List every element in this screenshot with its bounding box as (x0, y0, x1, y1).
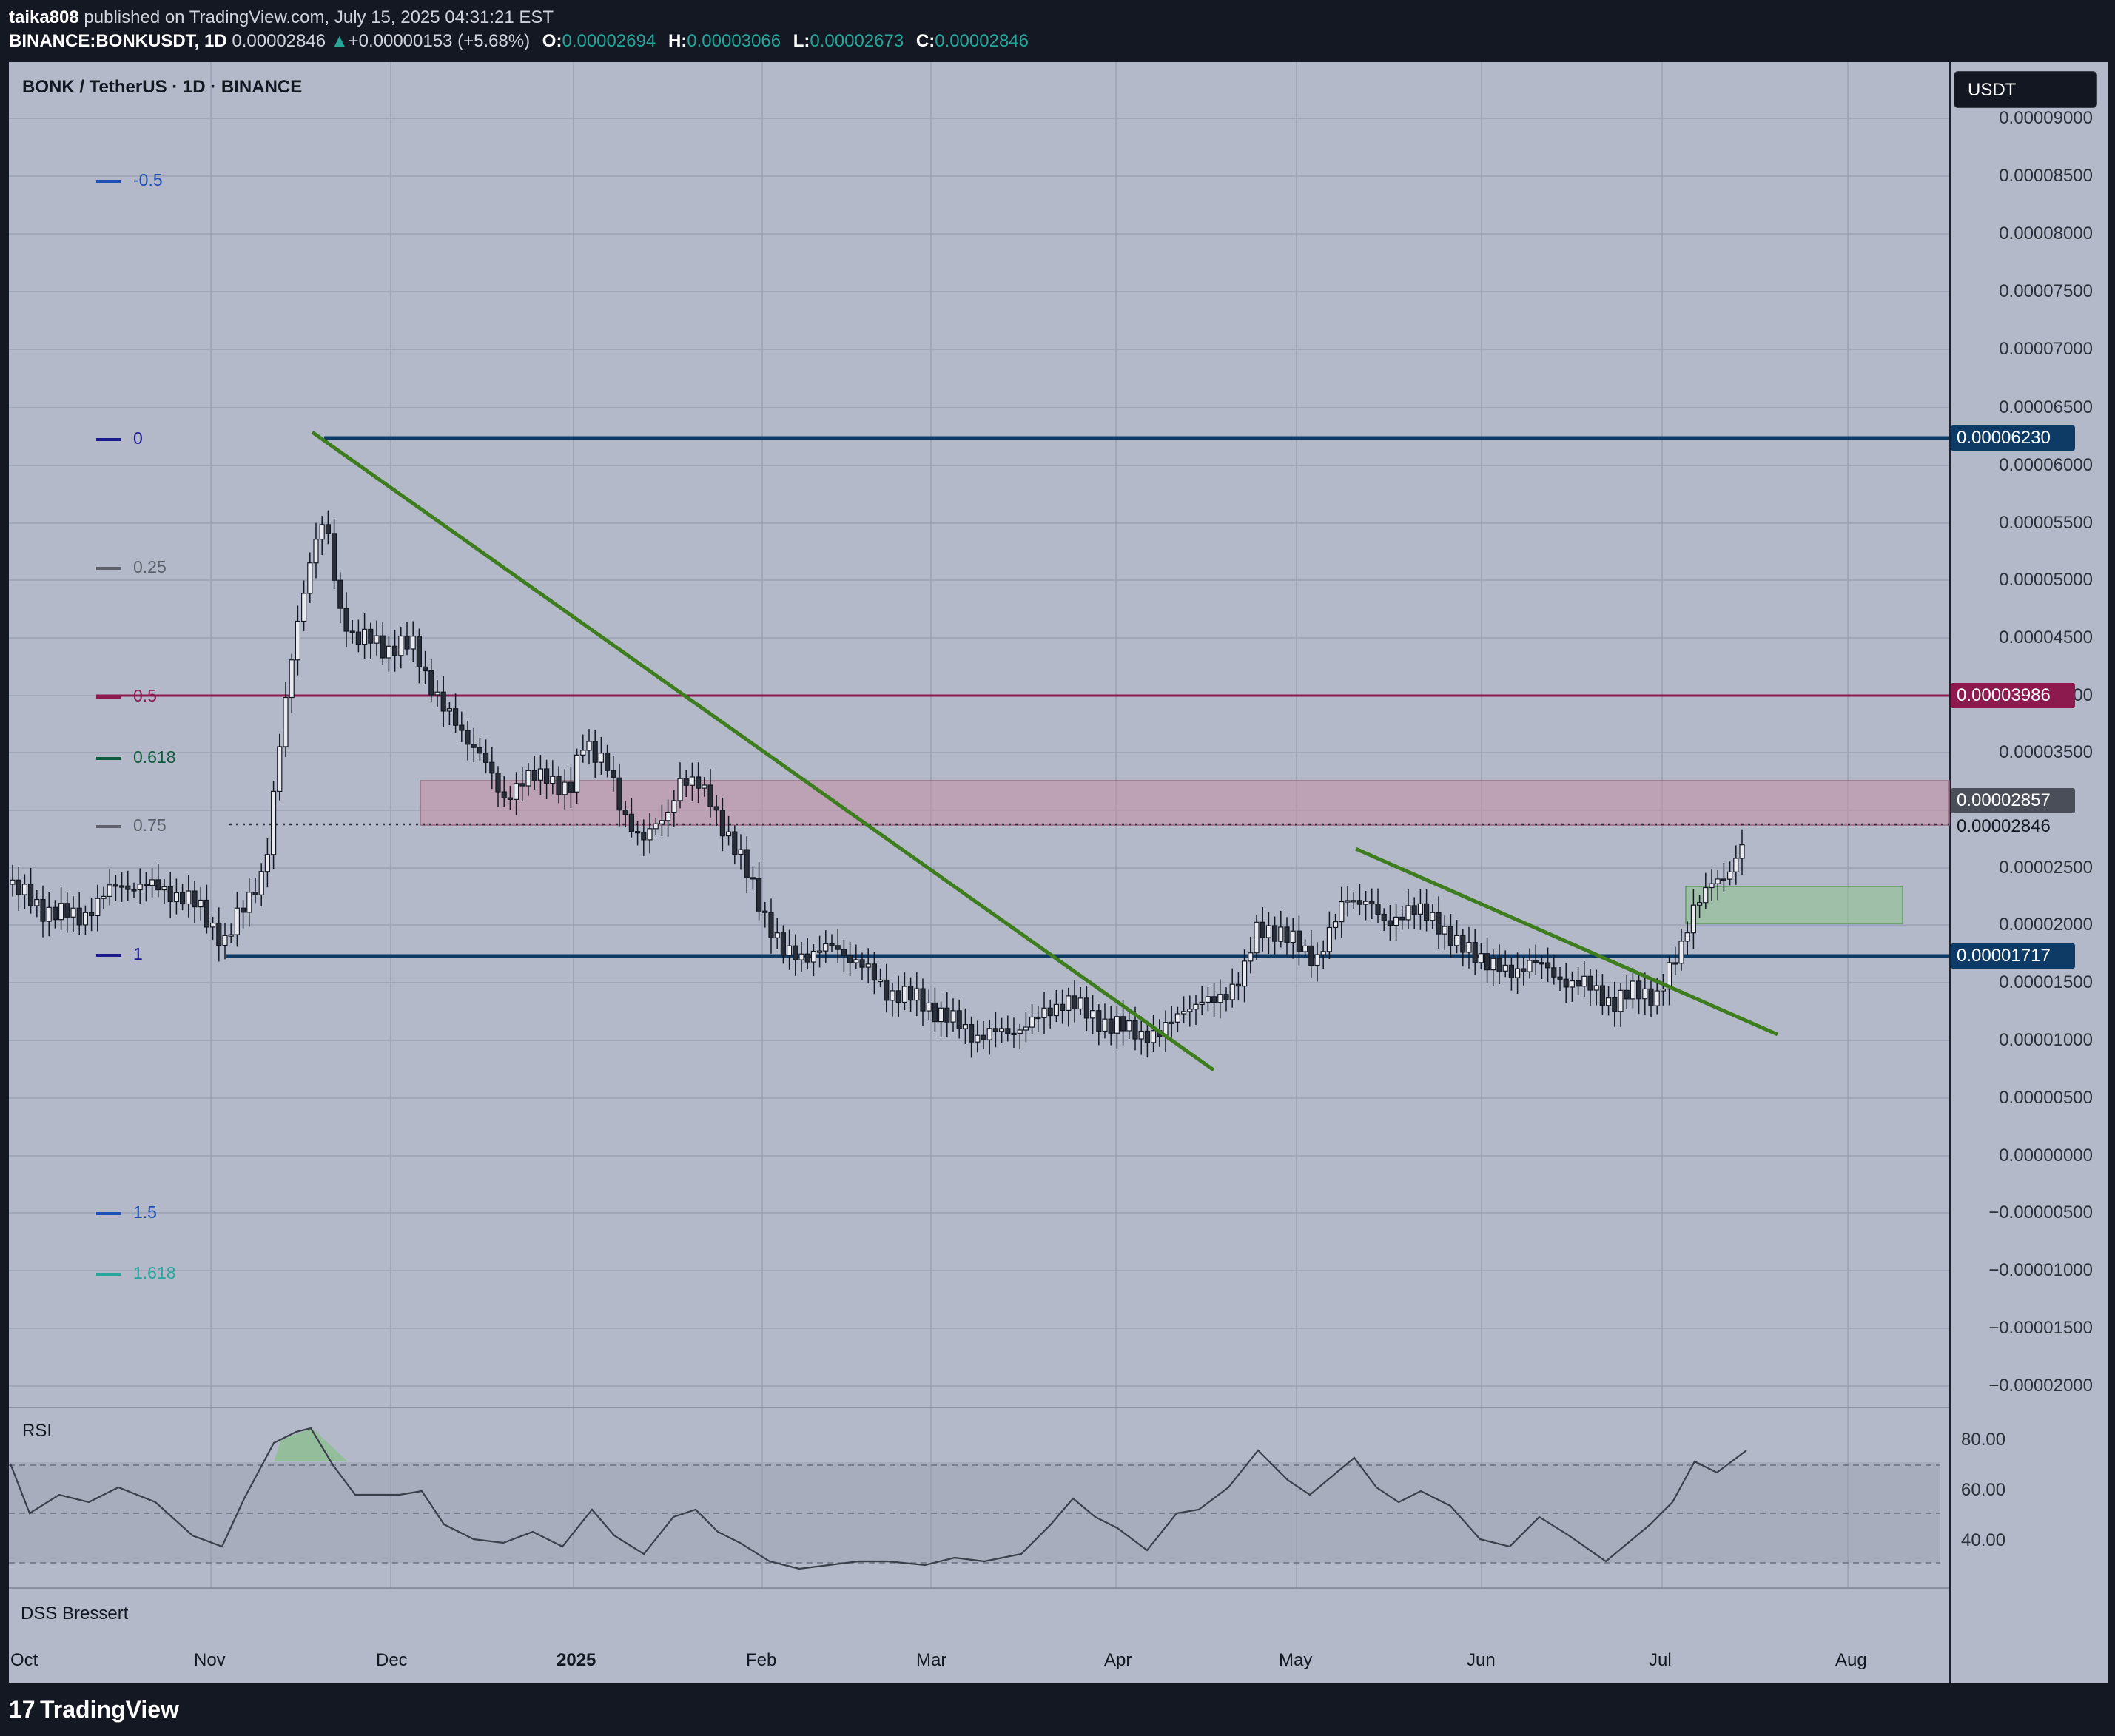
open-label: O: (542, 31, 562, 51)
fib-level-label: 0.25 (96, 557, 167, 577)
fib-level-label: 0.5 (96, 686, 157, 706)
tradingview-logo-icon: 17 (9, 1696, 36, 1723)
price-tick: 0.00006500 (1999, 397, 2093, 417)
price-tick: 0.00005500 (1999, 513, 2093, 533)
high-value: 0.00003066 (687, 31, 781, 51)
fib-swatch (96, 179, 121, 183)
close-label: C: (915, 31, 935, 51)
time-tick: Apr (1104, 1650, 1132, 1670)
fib-value: 0.75 (133, 815, 167, 835)
publish-info: taika808 published on TradingView.com, J… (9, 7, 554, 28)
symbol-name[interactable]: BINANCE:BONKUSDT, 1D (9, 31, 227, 51)
change-arrow-icon: ▲ (330, 31, 349, 51)
fib-level-label: 0.618 (96, 747, 176, 767)
price-tick: 0.00004500 (1999, 628, 2093, 647)
fib-value: 1 (133, 944, 143, 963)
price-tick: 0.00000000 (1999, 1145, 2093, 1165)
time-tick: Feb (746, 1650, 777, 1670)
price-label-top-line: 0.00006230 (1951, 425, 2075, 451)
price-tick: 0.00001500 (1999, 972, 2093, 992)
fib-value: 1.618 (133, 1263, 176, 1282)
price-tick: −0.00000500 (1988, 1202, 2093, 1222)
low-label: L: (793, 31, 810, 51)
price-label-bottom-line: 0.00001717 (1951, 943, 2075, 969)
price-tick: 0.00007500 (1999, 281, 2093, 301)
fib-level-label: 1 (96, 944, 143, 964)
price-tick: −0.00001500 (1988, 1318, 2093, 1338)
fib-value: 0.618 (133, 747, 176, 767)
open-value: 0.00002694 (562, 31, 656, 51)
time-tick: Aug (1835, 1650, 1867, 1670)
last-price: 0.00002846 (232, 31, 326, 51)
chart-symbol-title: BONK / TetherUS · 1D · BINANCE (22, 77, 303, 97)
close-value: 0.00002846 (935, 31, 1029, 51)
fib-value: 0.5 (133, 686, 157, 705)
time-tick: Nov (194, 1650, 226, 1670)
brand-name: TradingView (40, 1696, 179, 1723)
fib-level-label: -0.5 (96, 170, 163, 190)
fib-value: 0.25 (133, 557, 167, 576)
level-lines (9, 436, 1949, 1564)
fib-value: -0.5 (133, 170, 163, 189)
time-tick: May (1279, 1650, 1313, 1670)
rsi-tick-60: 60.00 (1961, 1480, 2006, 1500)
fib-swatch (96, 824, 121, 828)
fib-swatch (96, 437, 121, 441)
rsi-title: RSI (22, 1421, 53, 1441)
price-tick: 0.00001000 (1999, 1030, 2093, 1050)
price-tick: 0.00008000 (1999, 223, 2093, 243)
price-tick: 0.00000500 (1999, 1088, 2093, 1108)
symbol-info-bar: BINANCE:BONKUSDT, 1D 0.00002846 ▲+0.0000… (9, 31, 1029, 52)
publish-date: published on TradingView.com, July 15, 2… (78, 7, 554, 27)
rsi-tick-40: 40.00 (1961, 1530, 2006, 1550)
fib-swatch (96, 756, 121, 760)
price-tick: 0.00003500 (1999, 742, 2093, 762)
chart-pane[interactable] (9, 62, 1949, 1683)
price-label-fib-05: 0.00003986 (1951, 683, 2075, 708)
fib-level-label: 1.618 (96, 1263, 176, 1283)
author-name[interactable]: taika808 (9, 7, 79, 27)
fib-level-label: 0.75 (96, 815, 167, 835)
fib-level-label: 1.5 (96, 1202, 157, 1222)
low-value: 0.00002673 (810, 31, 904, 51)
price-tick: 0.00005000 (1999, 570, 2093, 590)
fib-value: 0 (133, 428, 143, 448)
price-axis[interactable] (1949, 62, 2108, 1683)
time-tick: Mar (916, 1650, 947, 1670)
price-label-zone-top: 0.00002857 (1951, 788, 2075, 813)
time-tick: Jun (1467, 1650, 1496, 1670)
time-tick: 2025 (557, 1650, 596, 1670)
price-tick: 0.00006000 (1999, 455, 2093, 475)
rsi-tick-80: 80.00 (1961, 1430, 2006, 1450)
trendlines (311, 430, 1779, 1072)
fib-swatch (96, 1272, 121, 1276)
rsi-plot (9, 1427, 1747, 1570)
price-tick: −0.00001000 (1988, 1260, 2093, 1280)
price-tick: 0.00007000 (1999, 339, 2093, 359)
price-tick: 0.00002000 (1999, 915, 2093, 935)
price-tick: 0.00008500 (1999, 166, 2093, 186)
currency-button[interactable]: USDT (1954, 71, 2097, 108)
price-tick: −0.00002000 (1988, 1376, 2093, 1396)
fib-swatch (96, 1211, 121, 1215)
fib-value: 1.5 (133, 1202, 157, 1222)
price-tick: 0.00002500 (1999, 858, 2093, 878)
zones (9, 780, 1950, 1563)
price-change: +0.00000153 (+5.68%) (348, 31, 531, 51)
fib-swatch (96, 953, 121, 957)
time-tick: Dec (376, 1650, 408, 1670)
dss-title: DSS Bressert (21, 1604, 129, 1624)
time-tick: Oct (10, 1650, 38, 1670)
fib-swatch (96, 566, 121, 570)
fib-level-label: 0 (96, 428, 143, 448)
price-label-last: 0.00002846 (1957, 816, 2051, 836)
fib-swatch (96, 695, 121, 699)
time-tick: Jul (1649, 1650, 1672, 1670)
candlesticks (10, 510, 1745, 1058)
price-tick: 0.00009000 (1999, 108, 2093, 128)
high-label: H: (668, 31, 687, 51)
tradingview-brand[interactable]: 17 TradingView (9, 1696, 179, 1723)
